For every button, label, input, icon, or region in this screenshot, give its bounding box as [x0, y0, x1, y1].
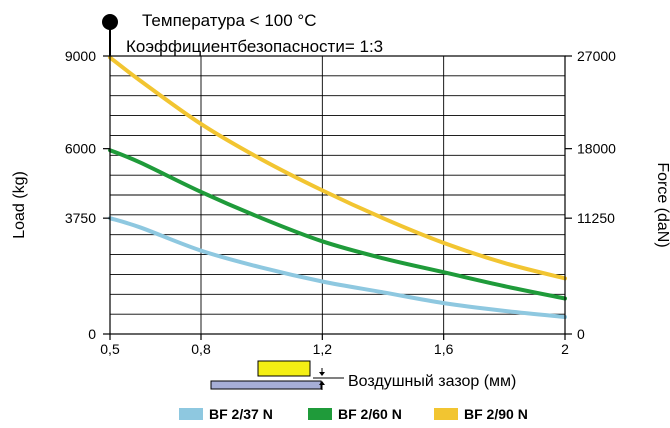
annotation-safety-factor: Коэффициентбезопасности= 1:3 [126, 37, 383, 56]
magnet-block-icon [257, 360, 311, 377]
gap-arrowhead-up [319, 381, 325, 385]
series-line-2 [108, 148, 567, 301]
y-tick-label: 3750 [65, 210, 96, 226]
legend-label-1: BF 2/37 N [209, 406, 273, 422]
y2-axis-title: Force (daN) [654, 162, 670, 247]
legend: BF 2/37 N BF 2/60 N BF 2/90 N [179, 406, 528, 422]
y2-tick-label: 11250 [577, 210, 615, 226]
legend-label-2: BF 2/60 N [338, 406, 402, 422]
y2-tick-label: 18000 [577, 141, 616, 157]
ticks: 0 3750 6000 9000 0 11250 18000 27000 0,5 0,8 1,2 1,… [65, 48, 616, 357]
y-tick-label: 9000 [65, 48, 96, 64]
x-tick-label: 1,2 [313, 341, 333, 357]
x-axis-title: Воздушный зазор (мм) [348, 373, 516, 390]
x-tick-label: 0,8 [191, 341, 211, 357]
legend-swatch-3 [434, 408, 458, 420]
y2-tick-label: 0 [577, 326, 585, 342]
annotation-temperature: Температура < 100 °C [142, 11, 317, 30]
series-lines [108, 55, 567, 320]
y2-tick-label: 27000 [577, 48, 616, 64]
plot-frame [109, 55, 566, 335]
legend-swatch-1 [179, 408, 203, 420]
y-tick-label: 0 [88, 326, 96, 342]
legend-label-3: BF 2/90 N [464, 406, 528, 422]
gap-arrowhead-down [319, 372, 325, 376]
x-tick-label: 1,6 [434, 341, 454, 357]
y-tick-label: 6000 [65, 141, 96, 157]
x-tick-label: 0,5 [100, 341, 120, 357]
series-line-1 [108, 216, 567, 320]
grid [109, 56, 566, 334]
plate-icon [210, 380, 322, 390]
series-line-3 [108, 55, 567, 281]
legend-swatch-2 [308, 408, 332, 420]
x-tick-label: 2 [561, 341, 569, 357]
y-axis-title: Load (kg) [11, 171, 28, 239]
